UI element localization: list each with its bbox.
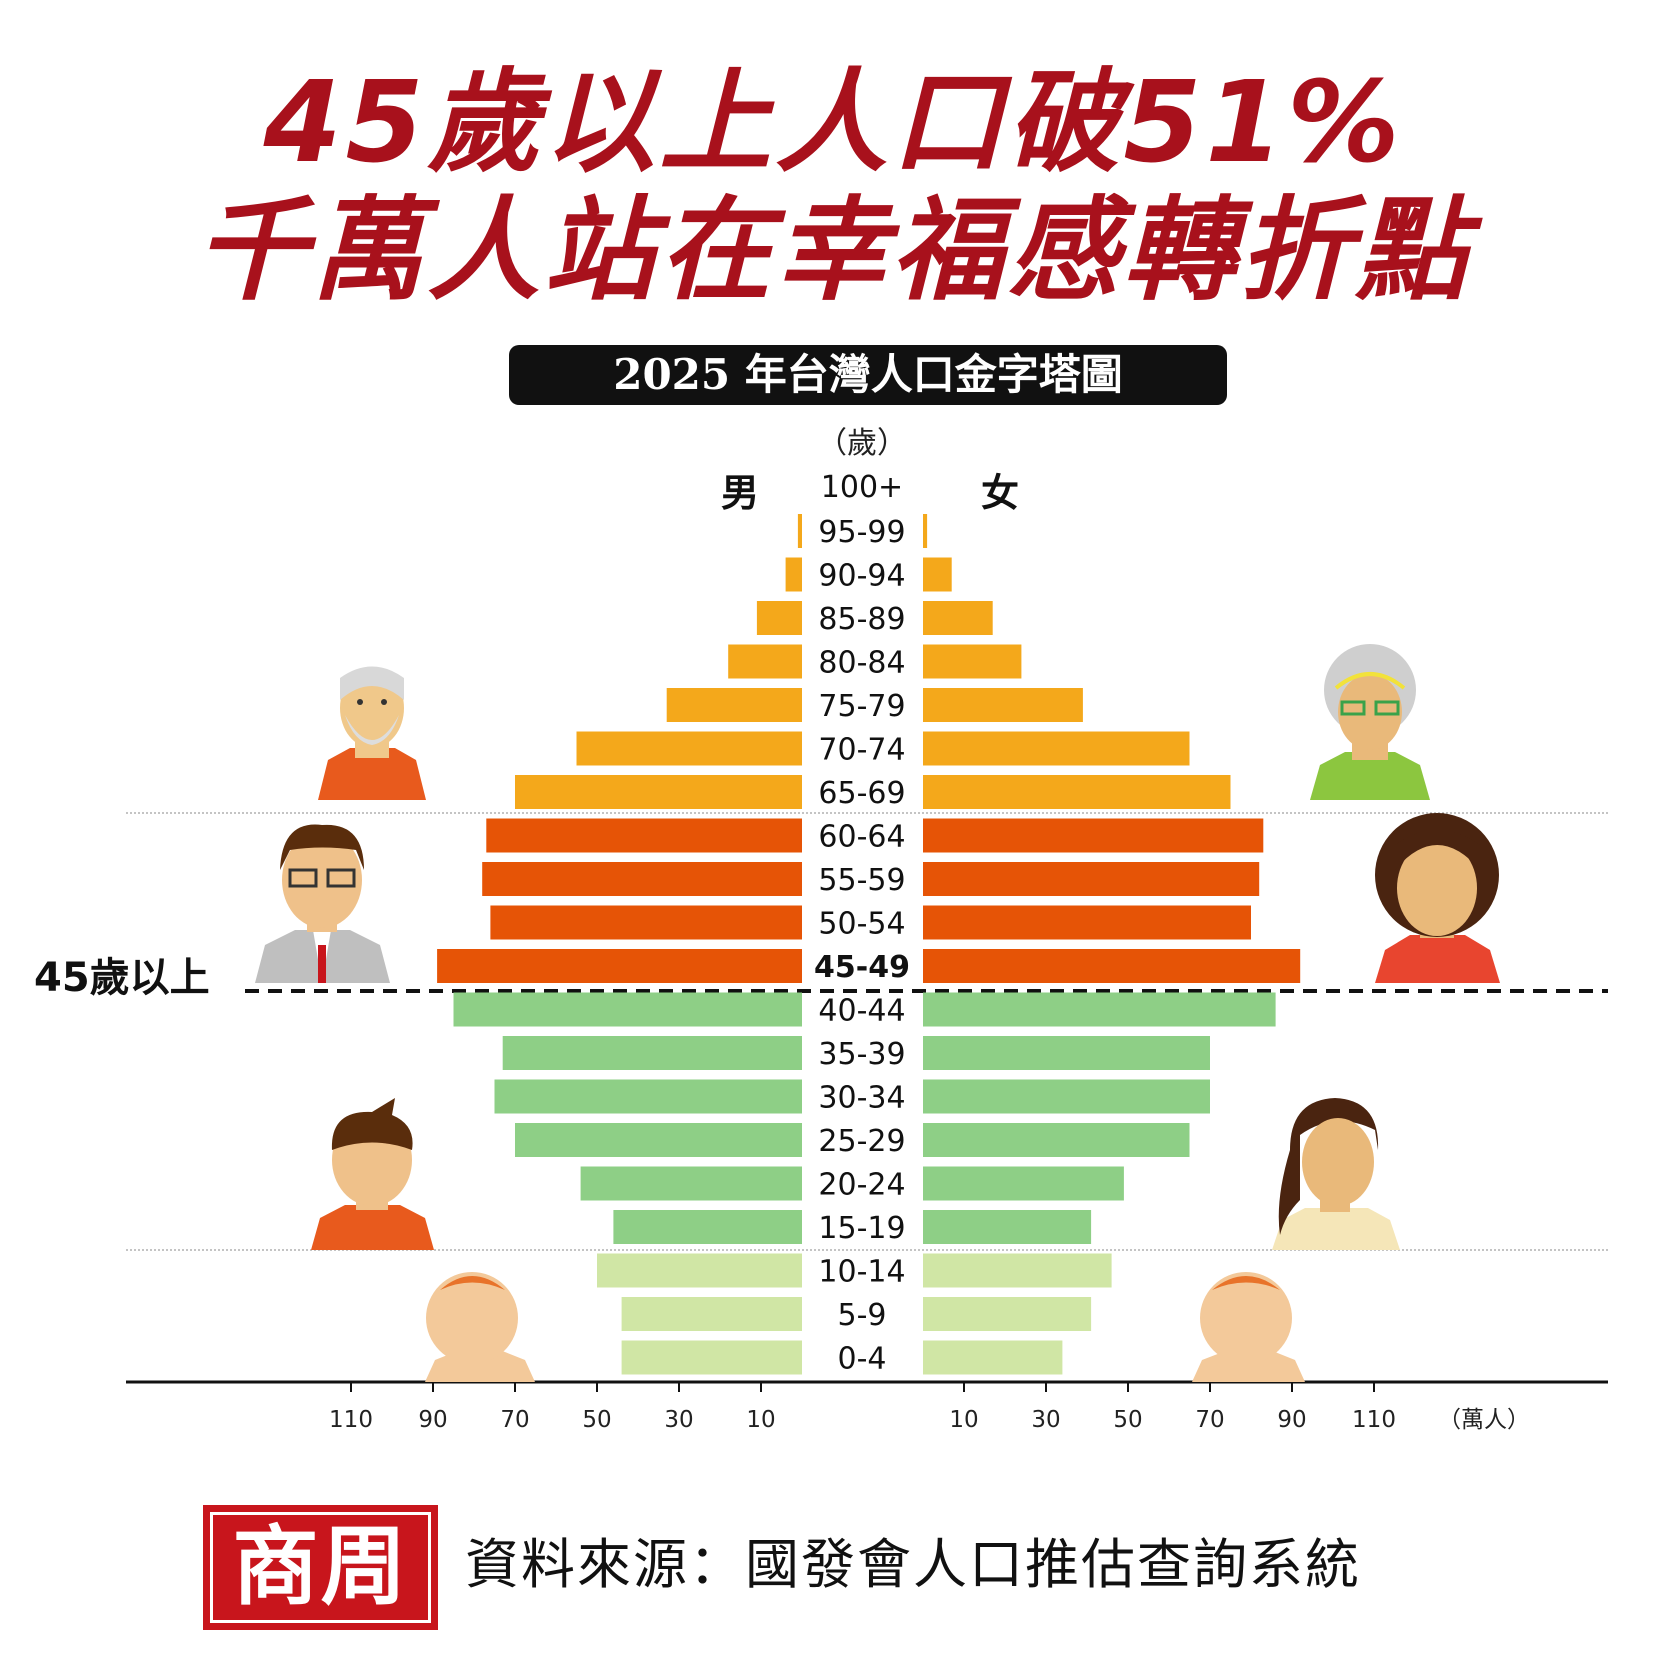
age-label-50-54: 50-54 bbox=[818, 907, 905, 942]
bar-male-40-44 bbox=[453, 992, 802, 1027]
brand-logo: 商周 bbox=[203, 1505, 438, 1630]
young-man-figure bbox=[311, 1098, 434, 1250]
bar-female-80-84 bbox=[923, 644, 1022, 679]
age-label-30-34: 30-34 bbox=[818, 1081, 905, 1116]
x-tick-label-female-30: 30 bbox=[1031, 1407, 1060, 1433]
age-label-20-24: 20-24 bbox=[818, 1168, 905, 1203]
age-label-85-89: 85-89 bbox=[818, 602, 905, 637]
bar-male-75-79 bbox=[666, 688, 802, 722]
bar-female-95-99 bbox=[923, 514, 928, 548]
bar-female-90-94 bbox=[923, 557, 952, 592]
headline-line-1: 45歲以上人口破51% bbox=[263, 58, 1404, 188]
headline-line-2: 千萬人站在幸福感轉折點 bbox=[195, 186, 1472, 316]
middle-aged-man-figure bbox=[255, 824, 390, 983]
bar-female-60-64 bbox=[923, 818, 1264, 853]
threshold-label: 45歲以上 bbox=[34, 955, 210, 1001]
age-unit-label: （歲） bbox=[817, 426, 907, 461]
elderly-woman-figure bbox=[1310, 644, 1430, 800]
bars-group bbox=[437, 514, 1301, 1375]
bar-male-90-94 bbox=[785, 557, 802, 592]
bar-male-15-19 bbox=[613, 1210, 802, 1244]
bar-male-10-14 bbox=[597, 1253, 802, 1288]
brand-logo-text: 商周 bbox=[210, 1512, 431, 1623]
bar-female-25-29 bbox=[923, 1123, 1190, 1157]
bar-female-30-34 bbox=[923, 1079, 1210, 1114]
bar-male-20-24 bbox=[580, 1166, 802, 1201]
age-label-35-39: 35-39 bbox=[818, 1037, 905, 1072]
bar-female-85-89 bbox=[923, 601, 993, 635]
bar-female-75-79 bbox=[923, 688, 1083, 722]
bar-female-20-24 bbox=[923, 1166, 1124, 1201]
middle-aged-woman-figure bbox=[1375, 813, 1500, 983]
x-tick-label-female-90: 90 bbox=[1277, 1407, 1306, 1433]
age-label-5-9: 5-9 bbox=[838, 1298, 887, 1333]
chart-title: 2025 年台灣人口金字塔圖 bbox=[509, 345, 1227, 405]
x-tick-label-male-70: 70 bbox=[500, 1407, 529, 1433]
age-label-40-44: 40-44 bbox=[818, 994, 905, 1029]
bar-male-45-49 bbox=[437, 949, 802, 983]
female-label: 女 bbox=[981, 471, 1019, 515]
age-label-70-74: 70-74 bbox=[818, 733, 905, 768]
elderly-man-figure bbox=[318, 666, 426, 800]
x-tick-label-male-90: 90 bbox=[418, 1407, 447, 1433]
bar-male-35-39 bbox=[502, 1036, 802, 1070]
age-label-100+: 100+ bbox=[821, 470, 903, 505]
age-label-90-94: 90-94 bbox=[818, 559, 905, 594]
young-woman-figure bbox=[1272, 1098, 1400, 1250]
bar-male-95-99 bbox=[797, 514, 802, 548]
age-label-10-14: 10-14 bbox=[818, 1255, 905, 1290]
baby-boy-figure bbox=[425, 1272, 535, 1382]
bar-male-60-64 bbox=[486, 818, 802, 853]
age-label-80-84: 80-84 bbox=[818, 646, 905, 681]
bar-male-30-34 bbox=[494, 1079, 802, 1114]
bar-male-70-74 bbox=[576, 731, 802, 766]
age-label-25-29: 25-29 bbox=[818, 1124, 905, 1159]
population-unit-label: （萬人） bbox=[1438, 1407, 1530, 1433]
age-label-95-99: 95-99 bbox=[818, 515, 905, 550]
x-tick-label-male-10: 10 bbox=[746, 1407, 775, 1433]
age-label-15-19: 15-19 bbox=[818, 1211, 905, 1246]
bar-female-15-19 bbox=[923, 1210, 1092, 1244]
bar-female-50-54 bbox=[923, 905, 1251, 940]
x-tick-label-female-50: 50 bbox=[1113, 1407, 1142, 1433]
x-tick-label-female-110: 110 bbox=[1352, 1407, 1396, 1433]
age-label-65-69: 65-69 bbox=[818, 776, 905, 811]
age-label-75-79: 75-79 bbox=[818, 689, 905, 724]
bar-male-25-29 bbox=[515, 1123, 802, 1157]
bar-female-10-14 bbox=[923, 1253, 1112, 1288]
age-label-55-59: 55-59 bbox=[818, 863, 905, 898]
baby-girl-figure bbox=[1192, 1272, 1305, 1382]
bar-female-0-4 bbox=[923, 1340, 1063, 1375]
bar-male-55-59 bbox=[482, 862, 802, 896]
bar-female-65-69 bbox=[923, 775, 1231, 809]
age-labels-group: 100+ 95-99 90-94 85-89 80-84 75-79 70-74 65-69 6… bbox=[814, 470, 910, 1377]
bar-male-85-89 bbox=[756, 601, 802, 635]
x-tick-label-male-50: 50 bbox=[582, 1407, 611, 1433]
x-ticks-group: 110 110 90 90 70 70 50 50 30 30 10 10 bbox=[329, 1382, 1396, 1433]
age-label-0-4: 0-4 bbox=[838, 1342, 887, 1377]
x-tick-label-female-10: 10 bbox=[949, 1407, 978, 1433]
x-tick-label-male-110: 110 bbox=[329, 1407, 373, 1433]
bar-female-5-9 bbox=[923, 1297, 1092, 1331]
age-label-60-64: 60-64 bbox=[818, 820, 905, 855]
bar-female-70-74 bbox=[923, 731, 1190, 766]
bar-female-40-44 bbox=[923, 992, 1276, 1027]
bar-male-0-4 bbox=[621, 1340, 802, 1375]
age-label-45-49: 45-49 bbox=[814, 950, 910, 985]
male-label: 男 bbox=[721, 471, 759, 515]
bar-male-80-84 bbox=[728, 644, 802, 679]
bar-male-50-54 bbox=[490, 905, 802, 940]
bar-male-5-9 bbox=[621, 1297, 802, 1331]
bar-female-45-49 bbox=[923, 949, 1301, 983]
x-tick-label-female-70: 70 bbox=[1195, 1407, 1224, 1433]
bar-male-65-69 bbox=[515, 775, 802, 809]
source-note: 資料來源：國發會人口推估查詢系統 bbox=[465, 1533, 1361, 1596]
bar-female-55-59 bbox=[923, 862, 1260, 896]
x-tick-label-male-30: 30 bbox=[664, 1407, 693, 1433]
bar-female-35-39 bbox=[923, 1036, 1210, 1070]
group-separators bbox=[126, 812, 1608, 1384]
